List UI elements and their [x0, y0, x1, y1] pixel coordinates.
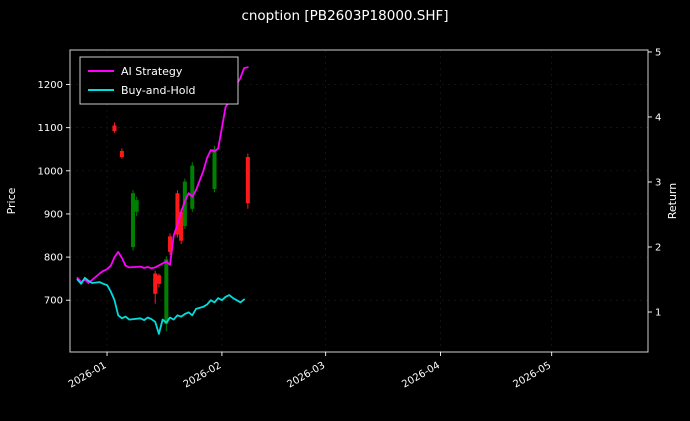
series-line-0: [76, 66, 249, 284]
plot-border: [69, 49, 649, 353]
candle-body: [179, 211, 184, 241]
candlesticks: [112, 122, 250, 332]
left-tick-label: 1200: [38, 80, 63, 91]
candle-body: [130, 193, 135, 248]
legend-label-0: AI Strategy: [121, 65, 183, 78]
candle-body: [175, 193, 180, 235]
left-tick-label: 700: [44, 296, 63, 307]
candle-body: [168, 236, 173, 252]
left-axis-label: Price: [5, 187, 18, 214]
right-tick-label: 2: [655, 242, 661, 253]
x-tick-label: 2026-05: [511, 360, 553, 390]
right-tick-label: 5: [655, 47, 661, 58]
left-tick-label: 900: [44, 209, 63, 220]
x-tick-label: 2026-04: [400, 360, 442, 390]
candle-body: [134, 200, 139, 212]
right-axis-label: Return: [666, 183, 679, 220]
candle-body: [212, 149, 217, 189]
left-tick-label: 1000: [38, 166, 63, 177]
series-lines: [76, 66, 249, 335]
candle-body: [156, 275, 161, 284]
candle-body: [245, 156, 250, 204]
candle-body: [164, 259, 169, 324]
series-line-1: [76, 276, 246, 335]
legend-label-1: Buy-and-Hold: [121, 84, 196, 97]
right-tick-label: 4: [655, 112, 661, 123]
legend: AI Strategy Buy-and-Hold: [79, 56, 239, 105]
x-tick-label: 2026-03: [285, 360, 327, 390]
left-tick-label: 800: [44, 253, 63, 264]
x-tick-label: 2026-01: [67, 360, 109, 390]
x-tick-label: 2026-02: [182, 360, 224, 390]
left-tick-label: 1100: [38, 123, 63, 134]
right-tick-label: 3: [655, 177, 661, 188]
right-tick-label: 1: [655, 308, 661, 319]
chart-title: cnoption [PB2603P18000.SHF]: [241, 8, 448, 24]
candle-body: [153, 273, 158, 294]
legend-box: [79, 56, 239, 105]
candle-body: [190, 165, 195, 209]
candle-body: [112, 125, 117, 132]
candle-body: [119, 150, 124, 157]
